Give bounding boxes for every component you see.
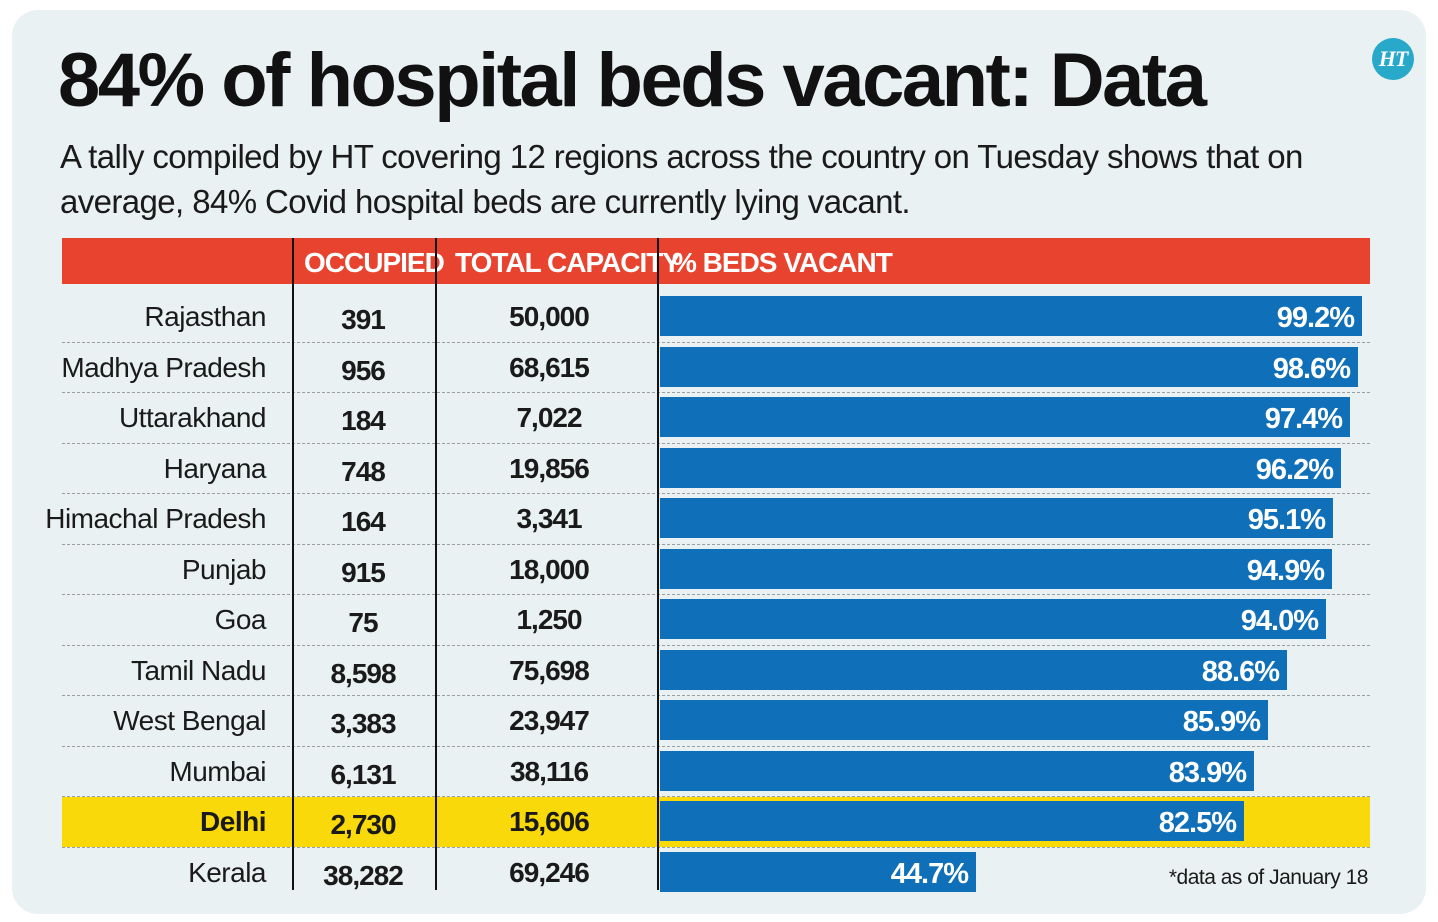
region-label: Madhya Pradesh	[61, 351, 266, 383]
occupied-value: 164	[341, 506, 386, 537]
region-label: Punjab	[181, 553, 267, 585]
region-label: Tamil Nadu	[130, 654, 267, 686]
capacity-value: 7,022	[516, 402, 582, 433]
capacity-value: 68,615	[509, 351, 590, 383]
table-row: Rajasthan 391 50,000 99.2%	[62, 292, 1370, 342]
region-label: Himachal Pradesh	[45, 503, 266, 534]
vacant-bar: 98.6%	[660, 346, 1358, 387]
vacant-bar: 83.9%	[660, 750, 1254, 791]
column-header-occupied: OCCUPIED	[304, 247, 445, 278]
vacant-percent-label: 94.0%	[1240, 605, 1319, 637]
table-row: Mumbai 6,131 38,116 83.9%	[62, 747, 1370, 797]
capacity-value: 15,606	[509, 806, 590, 837]
table-row: Tamil Nadu 8,598 75,698 88.6%	[62, 646, 1370, 696]
table-row: Goa 75 1,250 94.0%	[62, 595, 1370, 645]
column-header-beds-vacant: % BEDS VACANT	[672, 247, 893, 278]
vacant-bar: 82.5%	[660, 801, 1244, 841]
capacity-value: 1,250	[516, 604, 582, 635]
region-label: West Bengal	[113, 705, 266, 736]
row-divider	[62, 543, 1370, 545]
vacant-bar: 99.2%	[660, 296, 1362, 336]
occupied-value: 38,282	[323, 859, 404, 891]
row-divider	[62, 695, 1370, 696]
ht-logo-icon: HT	[1372, 38, 1414, 80]
vacant-bar: 94.9%	[660, 548, 1332, 589]
occupied-value: 391	[341, 304, 386, 335]
row-divider	[62, 796, 1370, 797]
capacity-value: 3,341	[516, 503, 582, 534]
vacant-percent-label: 99.2%	[1276, 302, 1355, 334]
row-divider	[62, 846, 1370, 848]
table-row: Madhya Pradesh 956 68,615 98.6%	[61, 343, 1370, 393]
occupied-value: 184	[341, 405, 386, 436]
table-row: Delhi 2,730 15,606 82.5%	[62, 797, 1370, 847]
capacity-value: 19,856	[509, 452, 590, 484]
region-label: Uttarakhand	[118, 402, 267, 433]
vacant-bar: 88.6%	[660, 649, 1287, 690]
vacant-bar: 96.2%	[660, 447, 1341, 488]
occupied-value: 75	[348, 607, 378, 638]
column-divider	[657, 238, 659, 890]
occupied-value: 915	[341, 556, 386, 588]
region-label: Mumbai	[169, 755, 266, 787]
chart-title: 84% of hospital beds vacant: Data	[58, 38, 1207, 123]
table-row: Uttarakhand 184 7,022 97.4%	[62, 393, 1370, 443]
table-row: Punjab 915 18,000 94.9%	[62, 545, 1370, 595]
vacant-percent-label: 98.6%	[1272, 352, 1351, 385]
vacant-bar: 94.0%	[660, 599, 1326, 639]
occupied-value: 8,598	[330, 657, 396, 689]
vacant-percent-label: 96.2%	[1255, 453, 1334, 486]
capacity-value: 75,698	[509, 654, 590, 686]
vacant-percent-label: 44.7%	[890, 857, 969, 890]
chart-subtitle: A tally compiled by HT covering 12 regio…	[60, 138, 1303, 220]
table-row: West Bengal 3,383 23,947 85.9%	[62, 696, 1370, 746]
row-divider	[62, 442, 1370, 444]
vacant-percent-label: 85.9%	[1182, 706, 1261, 738]
vacant-percent-label: 88.6%	[1201, 655, 1280, 688]
row-divider	[62, 594, 1370, 595]
region-label: Delhi	[200, 806, 266, 837]
occupied-value: 3,383	[330, 708, 396, 739]
vacant-percent-label: 82.5%	[1158, 807, 1237, 839]
occupied-value: 748	[341, 455, 386, 487]
region-label: Haryana	[163, 452, 267, 484]
table-header-bar	[62, 238, 1370, 284]
vacant-bar: 95.1%	[660, 498, 1333, 538]
table-row: Kerala 38,282 69,246 44.7%	[62, 848, 1370, 898]
capacity-value: 69,246	[509, 856, 590, 888]
region-label: Kerala	[188, 856, 266, 888]
row-divider	[62, 493, 1370, 494]
region-label: Goa	[214, 604, 267, 635]
region-label: Rajasthan	[144, 301, 266, 332]
row-divider	[62, 392, 1370, 393]
occupied-value: 2,730	[330, 809, 396, 840]
vacant-bar: 97.4%	[660, 397, 1350, 437]
column-header-total-capacity: TOTAL CAPACITY	[455, 247, 681, 278]
column-divider	[435, 238, 437, 890]
occupied-value: 6,131	[330, 758, 396, 790]
column-divider	[292, 238, 294, 890]
capacity-value: 50,000	[509, 301, 590, 332]
row-divider	[62, 341, 1370, 343]
table-row: Himachal Pradesh 164 3,341 95.1%	[45, 494, 1370, 544]
capacity-value: 38,116	[509, 755, 589, 787]
vacant-percent-label: 94.9%	[1246, 554, 1325, 587]
vacant-percent-label: 83.9%	[1168, 756, 1247, 789]
capacity-value: 23,947	[509, 705, 590, 736]
vacant-percent-label: 97.4%	[1264, 403, 1343, 435]
row-divider	[62, 745, 1370, 747]
footnote: *data as of January 18	[1168, 866, 1369, 889]
vacant-percent-label: 95.1%	[1247, 504, 1326, 536]
row-divider	[62, 644, 1370, 646]
table-row: Haryana 748 19,856 96.2%	[62, 444, 1370, 494]
occupied-value: 956	[341, 354, 386, 386]
capacity-value: 18,000	[509, 553, 590, 585]
vacant-bar: 85.9%	[660, 700, 1268, 740]
vacant-bar: 44.7%	[660, 851, 976, 892]
